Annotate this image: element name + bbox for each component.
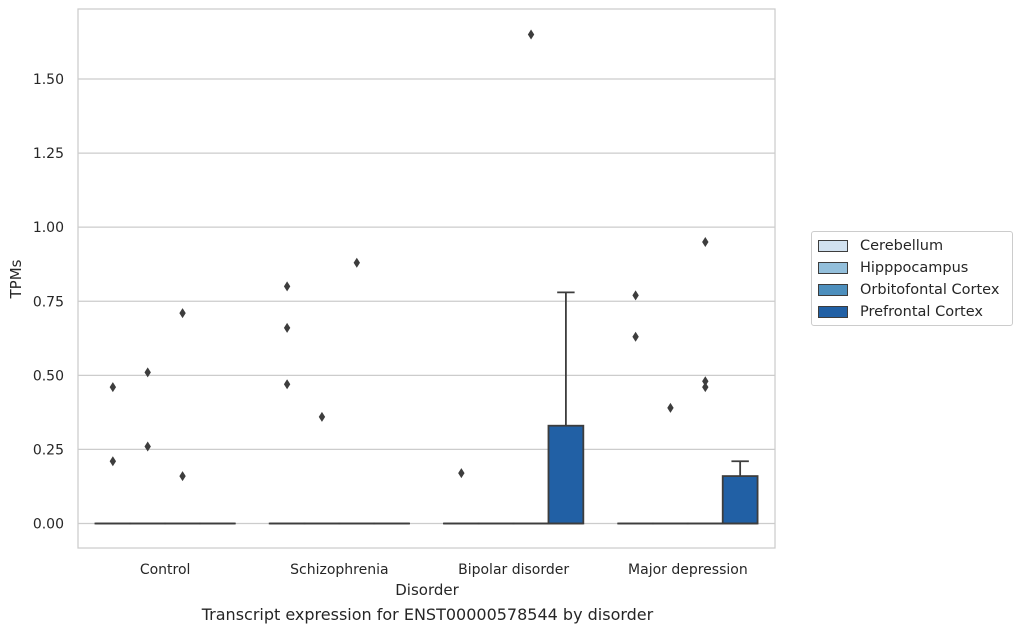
y-tick-labels: 0.00 0.25 0.50 0.75 1.00 1.25 1.50 <box>33 72 64 533</box>
outlier-point <box>109 382 117 393</box>
box-body <box>547 424 585 525</box>
outlier-point <box>702 382 709 393</box>
legend-label: Hipppocampus <box>860 260 969 276</box>
x-tick-label: Schizophrenia <box>290 562 388 578</box>
legend-swatch-prefrontal <box>818 306 848 318</box>
x-tick-label: Bipolar disorder <box>458 562 569 578</box>
legend-item-prefrontal: Prefrontal Cortex <box>818 303 983 321</box>
outlier-point <box>667 402 674 413</box>
x-axis-label: Disorder <box>395 581 459 599</box>
outlier-point <box>179 471 186 482</box>
y-tick-label: 1.00 <box>33 220 64 236</box>
outlier-point <box>318 411 326 422</box>
y-tick-label: 0.50 <box>33 368 64 384</box>
legend-swatch-cerebellum <box>818 240 848 252</box>
outlier-point <box>283 281 291 292</box>
outlier-points <box>109 29 709 482</box>
outlier-point <box>353 257 360 268</box>
box-body <box>721 475 759 525</box>
y-tick-label: 1.25 <box>33 146 64 162</box>
outlier-point <box>702 376 709 387</box>
outlier-point <box>283 322 291 333</box>
legend-item-orbitofrontal: Orbitofontal Cortex <box>818 281 999 299</box>
boxes <box>94 291 759 525</box>
legend-label: Cerebellum <box>860 238 944 254</box>
outlier-point <box>702 236 709 247</box>
legend-swatch-orbitofrontal <box>818 284 848 296</box>
legend-item-hippocampus: Hipppocampus <box>818 259 968 277</box>
outlier-point <box>632 331 639 342</box>
y-axis-label: TPMs <box>7 259 25 299</box>
box-prefrontal-cortex <box>721 460 759 525</box>
legend-label: Prefrontal Cortex <box>860 304 983 320</box>
y-tick-label: 0.75 <box>33 294 64 310</box>
outlier-point <box>144 441 151 452</box>
x-tick-label: Control <box>140 562 191 578</box>
legend-label: Orbitofontal Cortex <box>860 282 1000 298</box>
outlier-point <box>109 456 117 467</box>
legend-swatch-hippocampus <box>818 262 848 274</box>
outlier-point <box>632 290 639 301</box>
plot-frame <box>77 8 776 549</box>
legend-item-cerebellum: Cerebellum <box>818 237 943 255</box>
outlier-point <box>179 308 186 319</box>
x-tick-labels: Control Schizophrenia Bipolar disorder Majo… <box>140 562 748 578</box>
legend: Cerebellum Hipppocampus Orbitofontal Cor… <box>811 231 1013 326</box>
x-tick-label: Major depression <box>628 562 748 578</box>
y-tick-label: 1.50 <box>33 72 64 88</box>
outlier-point <box>527 29 535 40</box>
y-tick-label: 0.00 <box>33 517 64 533</box>
outlier-point <box>458 468 465 479</box>
outlier-point <box>283 379 291 390</box>
y-tick-label: 0.25 <box>33 442 64 458</box>
figure-caption: Transcript expression for ENST0000057854… <box>201 605 654 624</box>
box-prefrontal-cortex <box>547 291 585 525</box>
outlier-point <box>144 367 151 378</box>
